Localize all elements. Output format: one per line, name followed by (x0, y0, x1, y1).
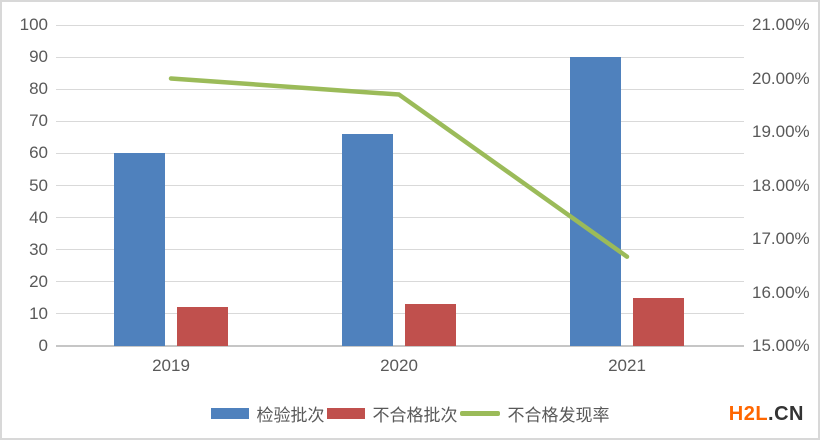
gridline (56, 120, 744, 122)
bar-检验批次-2021 (570, 57, 621, 346)
right-axis-tick: 17.00% (752, 229, 810, 248)
x-axis-label-2020: 2020 (380, 356, 418, 375)
defect-rate-line (168, 76, 630, 259)
watermark: H2L.CN (729, 403, 804, 426)
gridline (56, 56, 744, 58)
right-axis-tick: 18.00% (752, 175, 810, 195)
bar-不合格批次-2019 (177, 307, 228, 346)
bar-不合格批次-2020 (405, 304, 456, 346)
legend: 检验批次 不合格批次 不合格发现率 (2, 401, 818, 426)
left-axis-tick: 20 (29, 271, 48, 291)
legend-item-defect-rate: 不合格发现率 (459, 401, 610, 426)
legend-item-nonconforming-batches: 不合格批次 (326, 401, 458, 426)
legend-swatch-blue-bar (210, 408, 249, 419)
gridline (56, 88, 744, 90)
right-axis-tick: 15.00% (752, 336, 810, 355)
watermark-primary: H2L (728, 403, 769, 425)
gridline (56, 24, 744, 26)
left-axis-tick: 60 (29, 143, 48, 163)
left-axis-tick: 40 (29, 207, 48, 227)
legend-item-inspection-batches: 检验批次 (210, 401, 325, 426)
watermark-secondary: .CN (768, 403, 804, 425)
right-axis-tick: 20.00% (752, 68, 810, 88)
right-axis-tick: 16.00% (752, 282, 810, 302)
legend-label-inspection-batches: 检验批次 (256, 406, 325, 425)
left-axis-tick: 90 (29, 47, 48, 67)
x-axis-label-2021: 2021 (608, 356, 646, 375)
bar-检验批次-2019 (114, 153, 165, 346)
right-axis-tick: 19.00% (752, 122, 810, 141)
left-axis-tick: 10 (29, 303, 48, 323)
legend-swatch-red-bar (326, 408, 365, 419)
left-axis-tick: 0 (38, 336, 48, 355)
gridline (56, 281, 744, 283)
x-axis-line (56, 345, 744, 347)
legend-swatch-green-line (459, 411, 500, 416)
right-axis-tick: 21.00% (752, 15, 810, 34)
bar-检验批次-2020 (342, 134, 393, 346)
left-axis-tick: 30 (29, 239, 48, 259)
left-axis-tick: 50 (29, 175, 48, 195)
gridline (56, 313, 744, 315)
legend-label-nonconforming-batches: 不合格批次 (372, 406, 458, 425)
left-axis-tick: 70 (29, 111, 48, 131)
bar-不合格批次-2021 (633, 297, 684, 346)
legend-label-defect-rate: 不合格发现率 (507, 406, 610, 425)
left-axis-tick: 100 (19, 15, 48, 34)
x-axis-label-2019: 2019 (152, 356, 190, 375)
left-axis-tick: 80 (29, 79, 48, 99)
